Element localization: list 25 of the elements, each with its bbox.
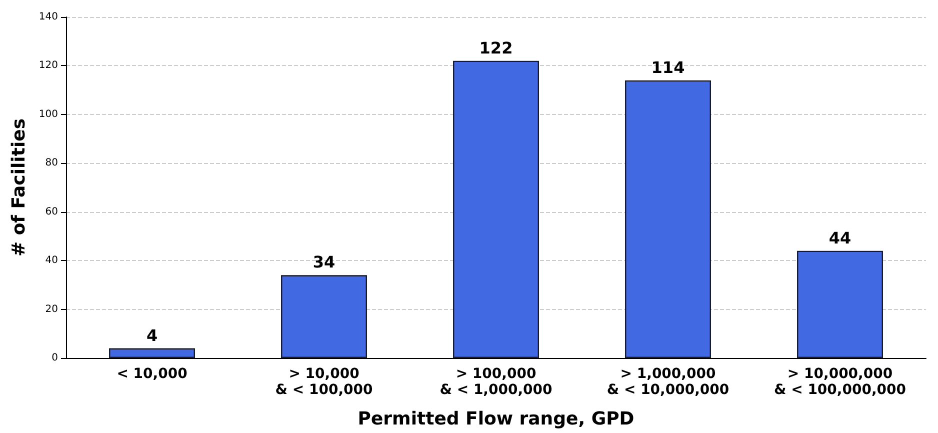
bar <box>281 275 367 358</box>
x-tick-label: > 10,000,000 & < 100,000,000 <box>774 366 906 398</box>
bar <box>109 348 195 358</box>
data-label: 122 <box>479 38 513 58</box>
x-tick-label: > 100,000 & < 1,000,000 <box>440 366 553 398</box>
data-label: 114 <box>651 58 685 77</box>
y-tick-label: 120 <box>38 60 58 72</box>
y-tick-label: 40 <box>45 255 58 266</box>
data-label: 34 <box>312 252 336 272</box>
x-tick-label: > 10,000 & < 100,000 <box>275 366 373 398</box>
y-tick-label: 20 <box>45 304 58 315</box>
x-axis-title: Permitted Flow range, GPD <box>358 408 634 430</box>
bar <box>797 250 883 358</box>
x-tick-label: > 1,000,000 & < 10,000,000 <box>606 366 730 398</box>
bar <box>625 80 711 358</box>
x-tick-label: < 10,000 <box>116 366 188 382</box>
bar <box>453 60 539 358</box>
y-tick-label: 100 <box>38 108 58 120</box>
data-label: 44 <box>828 228 852 248</box>
y-axis-title: # of Facilities <box>8 118 30 257</box>
y-tick-label: 60 <box>45 206 58 218</box>
y-tick-label: 80 <box>45 158 58 169</box>
data-label: 4 <box>146 326 158 345</box>
y-tick-label: 140 <box>38 12 58 22</box>
y-tick-label: 0 <box>52 352 58 364</box>
